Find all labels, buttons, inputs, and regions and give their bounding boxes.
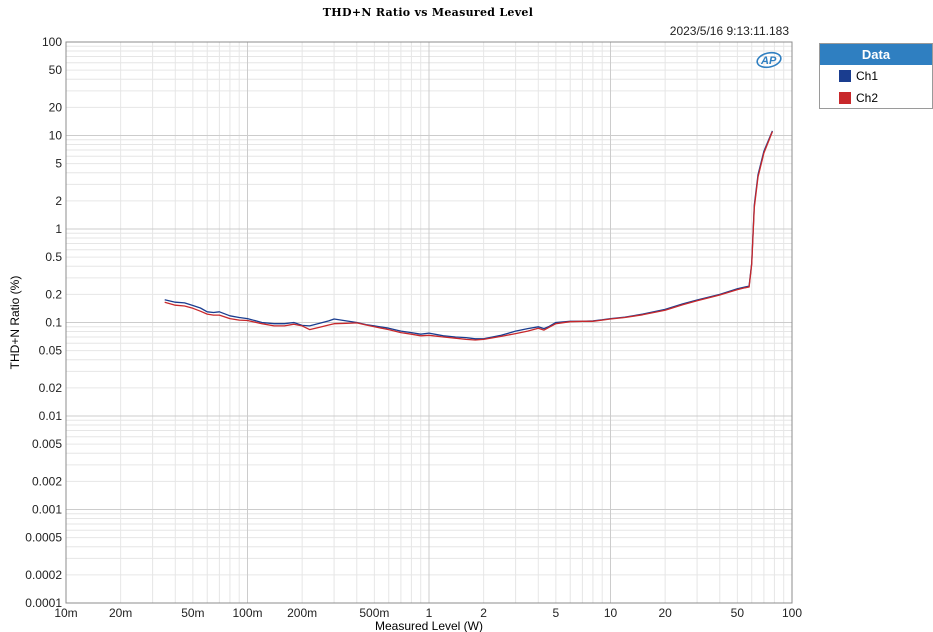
x-tick-label: 50 bbox=[731, 606, 745, 620]
y-axis-label: THD+N Ratio (%) bbox=[8, 276, 22, 370]
y-tick-label: 20 bbox=[49, 100, 63, 114]
y-tick-label: 0.0005 bbox=[25, 531, 62, 545]
x-tick-label: 100m bbox=[232, 606, 262, 620]
plot-area-frame bbox=[65, 41, 793, 604]
y-tick-label: 0.01 bbox=[39, 409, 63, 423]
x-tick-label: 5 bbox=[553, 606, 560, 620]
y-tick-label: 1 bbox=[55, 222, 62, 236]
chart-title: THD+N Ratio vs Measured Level bbox=[322, 6, 534, 19]
legend-item-ch1[interactable]: Ch1 bbox=[820, 65, 932, 87]
y-tick-label: 10 bbox=[49, 129, 63, 143]
y-tick-label: 0.2 bbox=[45, 287, 62, 301]
legend-swatch-ch1 bbox=[839, 70, 851, 82]
y-tick-label: 0.002 bbox=[32, 474, 62, 488]
x-tick-label: 1 bbox=[426, 606, 433, 620]
y-tick-label: 0.005 bbox=[32, 437, 62, 451]
x-tick-label: 10m bbox=[54, 606, 77, 620]
legend-swatch-ch2 bbox=[839, 92, 851, 104]
y-tick-label: 0.001 bbox=[32, 503, 62, 517]
y-tick-label: 5 bbox=[55, 157, 62, 171]
y-tick-label: 0.0002 bbox=[25, 568, 62, 582]
x-tick-label: 10 bbox=[604, 606, 618, 620]
timestamp: 2023/5/16 9:13:11.183 bbox=[669, 24, 789, 38]
x-tick-label: 20m bbox=[109, 606, 132, 620]
y-tick-label: 100 bbox=[42, 35, 62, 49]
legend-label-ch1: Ch1 bbox=[856, 69, 879, 83]
x-tick-label: 500m bbox=[359, 606, 389, 620]
x-tick-labels: 10m 20m 50m 100m 200m 500m 1 2 5 10 20 50 100 bbox=[54, 606, 802, 620]
legend: Data Ch1 Ch2 bbox=[819, 43, 933, 109]
x-tick-label: 20 bbox=[658, 606, 672, 620]
y-tick-label: 0.05 bbox=[39, 344, 63, 358]
y-tick-label: 2 bbox=[55, 194, 62, 208]
ap-logo-icon: AP bbox=[756, 51, 782, 69]
y-tick-label: 0.5 bbox=[45, 250, 62, 264]
x-tick-label: 2 bbox=[480, 606, 487, 620]
x-tick-label: 100 bbox=[782, 606, 802, 620]
x-tick-label: 200m bbox=[287, 606, 317, 620]
legend-item-ch2[interactable]: Ch2 bbox=[820, 87, 932, 109]
y-tick-labels: 100 50 20 10 5 2 1 0.5 0.2 0.1 0.05 0.02 0.01 0.005 0.… bbox=[25, 35, 62, 610]
series-line-ch2 bbox=[164, 131, 774, 341]
svg-text:AP: AP bbox=[760, 55, 777, 67]
y-tick-label: 0.0001 bbox=[25, 596, 62, 610]
series-layer bbox=[164, 130, 774, 341]
y-tick-label: 50 bbox=[49, 63, 63, 77]
legend-label-ch2: Ch2 bbox=[856, 91, 879, 105]
y-tick-label: 0.1 bbox=[45, 316, 62, 330]
x-tick-label: 50m bbox=[181, 606, 204, 620]
x-axis-label: Measured Level (W) bbox=[375, 619, 483, 632]
series-line-ch1 bbox=[164, 130, 773, 340]
y-tick-label: 0.02 bbox=[39, 381, 63, 395]
legend-title: Data bbox=[820, 44, 932, 65]
